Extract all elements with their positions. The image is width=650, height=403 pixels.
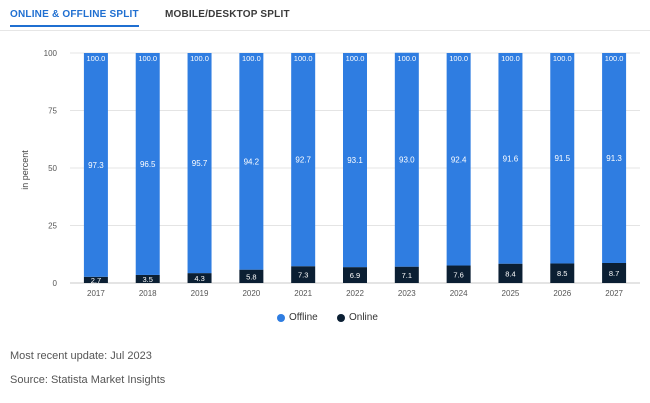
x-tick-label: 2023 [398, 289, 416, 298]
data-label-online: 7.1 [402, 271, 412, 280]
data-label-online: 7.6 [453, 270, 463, 279]
bar-offline-2020 [239, 53, 264, 270]
legend-label-online: Online [349, 312, 378, 323]
y-tick-label: 25 [48, 222, 57, 231]
x-tick-label: 2024 [450, 289, 468, 298]
legend-label-offline: Offline [289, 312, 318, 323]
data-label-total: 100.0 [449, 54, 468, 63]
bar-offline-2023 [394, 52, 419, 267]
bar-offline-2017 [83, 53, 108, 277]
bar-offline-2021 [291, 53, 316, 267]
x-tick-label: 2018 [139, 289, 157, 298]
data-label-offline: 95.7 [192, 159, 208, 168]
bar-offline-2024 [446, 53, 471, 266]
source-note: Source: Statista Market Insights [10, 374, 166, 386]
data-label-offline: 94.2 [244, 157, 260, 166]
data-label-offline: 93.1 [347, 156, 363, 165]
bar-online-2023 [394, 266, 419, 283]
data-label-online: 6.9 [350, 271, 360, 280]
tab-mobile-desktop-split[interactable]: MOBILE/DESKTOP SPLIT [165, 9, 290, 20]
bar-online-2026 [550, 263, 575, 283]
data-label-offline: 91.3 [606, 154, 622, 163]
data-label-online: 4.3 [194, 274, 204, 283]
bar-offline-2019 [187, 53, 212, 274]
data-label-total: 100.0 [346, 54, 365, 63]
tab-bar: ONLINE & OFFLINE SPLIT MOBILE/DESKTOP SP… [0, 0, 650, 31]
data-label-total: 100.0 [397, 54, 416, 63]
data-label-offline: 96.5 [140, 160, 156, 169]
bar-online-2027 [602, 262, 627, 283]
data-label-online: 5.8 [246, 272, 256, 281]
bar-online-2024 [446, 265, 471, 283]
bar-online-2021 [291, 266, 316, 283]
data-label-offline: 97.3 [88, 161, 104, 170]
data-label-total: 100.0 [605, 54, 624, 63]
x-tick-label: 2021 [294, 289, 312, 298]
data-label-total: 100.0 [242, 54, 261, 63]
data-label-offline: 92.4 [451, 155, 467, 164]
y-tick-label: 50 [48, 164, 57, 173]
bar-offline-2022 [343, 53, 367, 268]
bars: 100.0 97.3 2.7 100.0 96.5 3.5 100.0 95.7 4.3 100.… [83, 52, 627, 285]
tab-online-offline-split[interactable]: ONLINE & OFFLINE SPLIT [10, 9, 139, 27]
data-label-online: 2.7 [91, 276, 101, 285]
x-tick-label: 2020 [242, 289, 260, 298]
update-note: Most recent update: Jul 2023 [10, 350, 152, 362]
legend-swatch-offline [277, 314, 285, 322]
data-label-offline: 93.0 [399, 156, 415, 165]
x-axis: 2017 2018 2019 2020 2021 2022 2023 2024 2025 2026… [87, 289, 624, 298]
bar-online-2022 [343, 267, 367, 283]
x-tick-label: 2017 [87, 289, 105, 298]
y-axis-label: in percent [20, 150, 30, 190]
data-label-online: 8.4 [505, 269, 515, 278]
data-label-total: 100.0 [138, 54, 157, 63]
bar-online-2025 [498, 263, 523, 283]
bar-offline-2026 [550, 53, 575, 264]
data-label-total: 100.0 [501, 54, 520, 63]
x-tick-label: 2022 [346, 289, 364, 298]
data-label-total: 100.0 [190, 54, 209, 63]
bar-online-2018 [135, 274, 160, 283]
data-label-online: 3.5 [143, 275, 153, 284]
x-tick-label: 2025 [502, 289, 520, 298]
chart-legend: Offline Online [0, 312, 650, 328]
data-label-online: 7.3 [298, 271, 308, 280]
y-tick-label: 100 [44, 49, 58, 58]
data-label-offline: 91.5 [554, 154, 570, 163]
x-tick-label: 2026 [553, 289, 571, 298]
y-tick-label: 0 [53, 279, 58, 288]
bar-online-2019 [187, 273, 212, 283]
bar-offline-2018 [135, 53, 160, 275]
data-label-total: 100.0 [553, 54, 572, 63]
data-label-offline: 92.7 [295, 156, 311, 165]
data-label-online: 8.7 [609, 269, 619, 278]
bar-offline-2025 [498, 53, 523, 264]
y-axis: 0 25 50 75 100 [44, 49, 58, 288]
bar-offline-2027 [602, 53, 627, 263]
x-tick-label: 2027 [605, 289, 623, 298]
y-tick-label: 75 [48, 107, 57, 116]
data-label-online: 8.5 [557, 269, 567, 278]
legend-swatch-online [337, 314, 345, 322]
data-label-total: 100.0 [87, 54, 106, 63]
data-label-offline: 91.6 [503, 154, 519, 163]
x-tick-label: 2019 [191, 289, 209, 298]
data-label-total: 100.0 [294, 54, 313, 63]
stacked-bar-chart: 0 25 50 75 100 in percent 100.0 97.3 2.7 100.0 9… [20, 49, 640, 298]
bar-online-2020 [239, 269, 264, 283]
bar-online-2017 [83, 276, 108, 283]
